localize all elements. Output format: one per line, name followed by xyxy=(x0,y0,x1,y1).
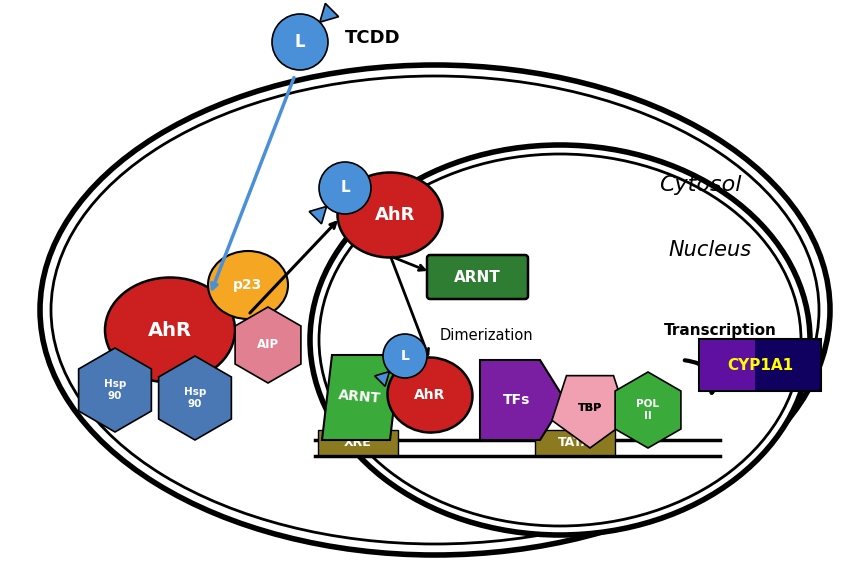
Text: Transcription: Transcription xyxy=(664,323,776,337)
Text: TATA: TATA xyxy=(558,437,592,450)
Ellipse shape xyxy=(51,76,819,544)
Text: TBP: TBP xyxy=(578,403,602,413)
Text: TFs: TFs xyxy=(503,393,530,407)
Text: L: L xyxy=(340,180,350,196)
Text: Cytosol: Cytosol xyxy=(659,175,741,195)
FancyBboxPatch shape xyxy=(535,430,615,455)
FancyBboxPatch shape xyxy=(427,255,528,299)
Text: CYP1A1: CYP1A1 xyxy=(727,358,793,373)
Polygon shape xyxy=(480,360,565,440)
Polygon shape xyxy=(615,372,681,448)
Text: Dimerization: Dimerization xyxy=(440,328,534,342)
Text: AhR: AhR xyxy=(148,320,192,340)
Text: L: L xyxy=(295,33,305,51)
Text: AhR: AhR xyxy=(375,206,415,224)
Ellipse shape xyxy=(105,277,235,383)
Circle shape xyxy=(272,14,328,70)
Text: p23: p23 xyxy=(234,278,263,292)
Ellipse shape xyxy=(40,65,830,555)
Polygon shape xyxy=(322,355,400,440)
Ellipse shape xyxy=(208,251,288,319)
Text: AIP: AIP xyxy=(257,338,279,352)
Polygon shape xyxy=(159,356,231,440)
Polygon shape xyxy=(309,206,326,224)
Text: ARNT: ARNT xyxy=(338,388,382,406)
FancyBboxPatch shape xyxy=(318,430,398,455)
Polygon shape xyxy=(235,307,301,383)
Text: TCDD: TCDD xyxy=(345,29,400,47)
Ellipse shape xyxy=(337,172,443,257)
Ellipse shape xyxy=(388,357,473,433)
Text: Nucleus: Nucleus xyxy=(668,240,751,260)
Polygon shape xyxy=(79,348,151,432)
Text: L: L xyxy=(400,349,410,363)
Text: Hsp
90: Hsp 90 xyxy=(104,379,126,401)
Ellipse shape xyxy=(310,145,810,535)
Text: POL
II: POL II xyxy=(637,399,660,421)
Text: Hsp
90: Hsp 90 xyxy=(184,387,207,409)
FancyBboxPatch shape xyxy=(699,339,821,391)
FancyBboxPatch shape xyxy=(700,340,755,390)
Text: XRE: XRE xyxy=(344,437,371,450)
Polygon shape xyxy=(320,3,338,22)
Circle shape xyxy=(383,334,427,378)
Circle shape xyxy=(319,162,371,214)
Polygon shape xyxy=(552,376,628,448)
Ellipse shape xyxy=(319,154,801,526)
Polygon shape xyxy=(375,371,389,386)
Text: AhR: AhR xyxy=(414,388,445,402)
Text: ARNT: ARNT xyxy=(454,269,501,285)
Text: TBP: TBP xyxy=(578,403,602,413)
